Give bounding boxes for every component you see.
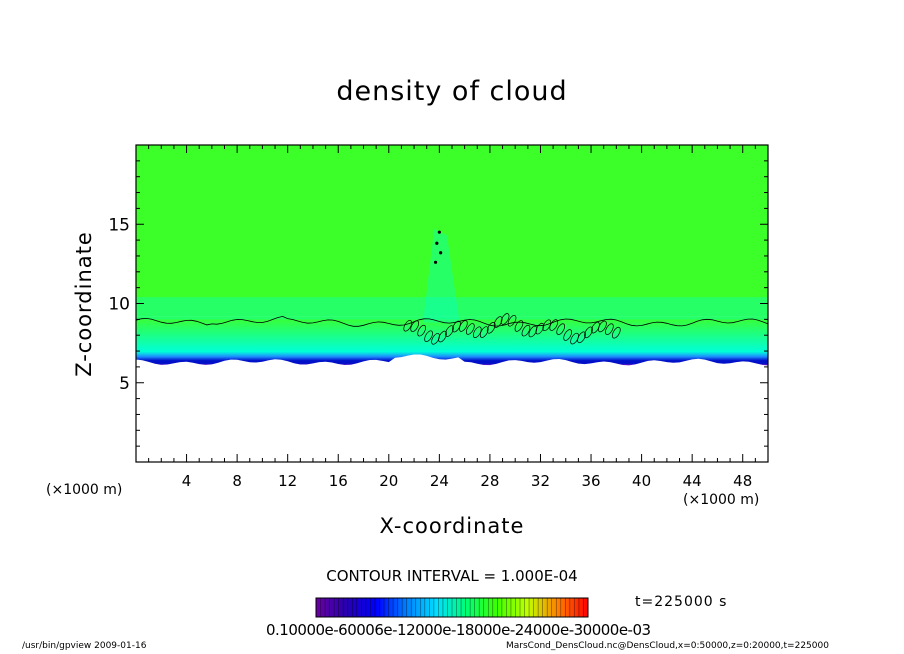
convective-plume (422, 229, 460, 323)
density-field (136, 145, 768, 366)
contour-top-line (135, 315, 769, 327)
x-tick-label: 4 (182, 472, 192, 490)
cloud-upper-region (136, 145, 768, 317)
footer-program-date: /usr/bin/gpview 2009-01-16 (22, 641, 147, 651)
contour-ripple (479, 326, 489, 338)
colorbar (315, 597, 589, 618)
contour-ripple (459, 320, 468, 332)
contour-ripple (549, 319, 559, 331)
x-axis-unit-right: (×1000 m) (683, 492, 760, 508)
x-tick-label: 48 (733, 472, 752, 490)
contour-plume-mark (437, 230, 441, 234)
contour-ripple (438, 330, 447, 343)
y-axis-label: Z-coordinate (72, 231, 96, 377)
contour-ripple (563, 329, 572, 341)
contour-ripple (521, 324, 531, 337)
y-tick-label: 5 (119, 374, 130, 394)
contour-ripple (598, 320, 607, 333)
x-tick-label: 20 (379, 472, 398, 490)
contour-ripple (528, 325, 538, 338)
x-tick-label: 8 (232, 472, 242, 490)
contour-ripple (445, 325, 454, 337)
cloud-transition-haze (136, 297, 768, 320)
x-tick-label: 24 (430, 472, 449, 490)
contour-ripple (403, 319, 413, 332)
contour-ripple (584, 326, 593, 339)
contour-ripple (410, 320, 420, 332)
x-tick-label: 36 (581, 472, 600, 490)
contour-ripple (535, 322, 545, 335)
footer-data-source: MarsCond_DensCloud.nc@DensCloud,x=0:5000… (506, 641, 829, 651)
contour-ripple (417, 324, 426, 337)
contour-plume-mark (435, 241, 439, 245)
y-tick-label: 15 (108, 215, 130, 235)
x-axis-label: X-coordinate (379, 514, 525, 538)
x-tick-label: 44 (683, 472, 702, 490)
contour-ripple (507, 315, 517, 327)
chart-title: density of cloud (336, 76, 568, 107)
x-tick-label: 12 (278, 472, 297, 490)
contour-plume-mark (433, 260, 438, 264)
time-label: t=225000 s (635, 594, 728, 610)
colorbar-tick-labels: 0.10000e-60006e-12000e-18000e-24000e-300… (266, 621, 651, 639)
contour-plume-mark (439, 251, 443, 255)
contour-ripple (612, 326, 621, 339)
x-tick-label: 40 (632, 472, 651, 490)
contour-ripple (424, 330, 433, 342)
x-tick-label: 32 (531, 472, 550, 490)
cloud-layer-band (136, 316, 768, 366)
contour-ripple (605, 323, 614, 335)
contour-ripple (577, 331, 586, 344)
contour-ripple (514, 320, 524, 332)
contour-lines (135, 230, 769, 345)
contour-ripple (466, 323, 475, 335)
contour-ripple (493, 316, 503, 328)
y-tick-label: 10 (108, 295, 130, 315)
x-tick-label: 28 (480, 472, 499, 490)
x-tick-label: 16 (329, 472, 348, 490)
contour-ripple (556, 323, 566, 335)
contour-ripple (500, 313, 510, 325)
x-axis-unit-left: (×1000 m) (46, 482, 123, 498)
contour-interval-label: CONTOUR INTERVAL = 1.000E-04 (326, 567, 578, 585)
